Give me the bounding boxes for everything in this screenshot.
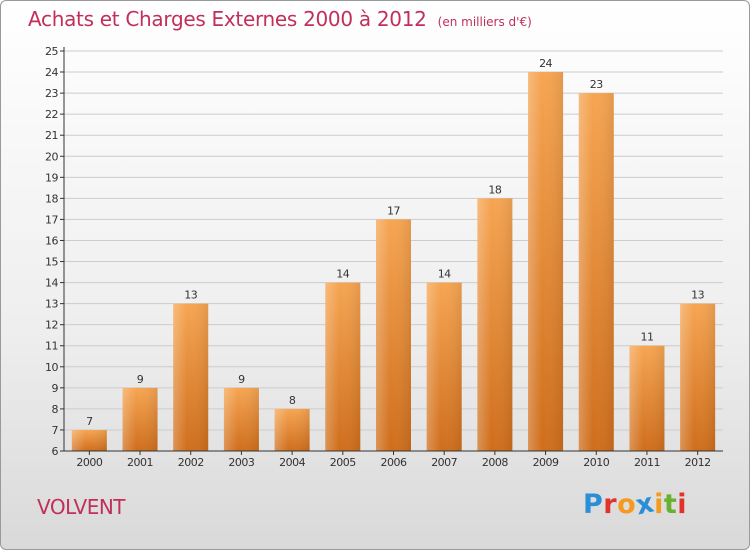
y-tick-label: 6: [52, 445, 59, 458]
y-tick-label: 19: [45, 171, 58, 184]
chart-title: Achats et Charges Externes 2000 à 2012 (…: [28, 7, 532, 31]
bar-value-label: 7: [86, 415, 93, 428]
logo-letter: i: [654, 489, 664, 520]
proxiti-logo[interactable]: Proxiti: [583, 487, 688, 521]
logo-letter: r: [603, 489, 618, 520]
y-tick-label: 10: [45, 361, 58, 374]
bar-highlight: [274, 408, 310, 451]
bar-highlight: [71, 429, 107, 451]
x-tick-label: 2002: [178, 456, 204, 469]
y-tick-label: 15: [45, 256, 58, 269]
x-tick-label: 2007: [431, 456, 457, 469]
x-tick-label: 2006: [381, 456, 407, 469]
x-tick-label: 2000: [76, 456, 102, 469]
x-tick-label: 2012: [685, 456, 711, 469]
bar-highlight: [680, 303, 716, 451]
y-tick-label: 9: [52, 382, 59, 395]
bar-value-label: 8: [289, 394, 296, 407]
y-tick-label: 20: [45, 150, 58, 163]
x-tick-label: 2010: [583, 456, 609, 469]
chart-title-unit: (en milliers d'€): [437, 15, 532, 29]
bar-value-label: 17: [387, 204, 400, 217]
x-tick-label: 2004: [279, 456, 305, 469]
commune-name: VOLVENT: [37, 495, 126, 519]
bar-value-label: 13: [184, 289, 197, 302]
y-tick-label: 12: [45, 319, 58, 332]
bar-highlight: [325, 282, 361, 451]
y-tick-label: 25: [45, 45, 58, 58]
bars: [71, 72, 716, 452]
bar-value-label: 11: [640, 331, 653, 344]
bar-highlight: [122, 387, 158, 451]
bar-value-label: 13: [691, 289, 704, 302]
x-tick-label: 2005: [330, 456, 356, 469]
axes: [60, 47, 723, 455]
y-tick-label: 24: [45, 66, 58, 79]
y-tick-label: 8: [52, 403, 59, 416]
bar-highlight: [528, 72, 564, 451]
y-tick-label: 21: [45, 129, 58, 142]
bar-value-label: 18: [488, 183, 501, 196]
y-tick-label: 11: [45, 340, 58, 353]
logo-letter: i: [677, 489, 688, 520]
bar-highlight: [376, 219, 411, 451]
bar-highlight: [629, 345, 665, 451]
x-tick-label: 2009: [533, 456, 559, 469]
bar-value-label: 9: [137, 373, 144, 386]
y-tick-label: 7: [52, 424, 59, 437]
x-tick-label: 2011: [634, 456, 660, 469]
bar-highlight: [578, 93, 614, 452]
bar-value-label: 14: [336, 268, 349, 281]
chart-title-main: Achats et Charges Externes 2000 à 2012: [28, 7, 427, 31]
bar-highlight: [426, 282, 462, 451]
x-tick-label: 2008: [482, 456, 508, 469]
y-tick-label: 18: [45, 192, 58, 205]
bar-highlight: [477, 198, 513, 451]
x-tick-label: 2003: [228, 456, 254, 469]
logo-letter: P: [583, 489, 604, 520]
logo-letter: o: [617, 489, 637, 520]
bar-highlight: [173, 303, 209, 451]
y-tick-label: 16: [45, 234, 58, 247]
y-tick-label: 13: [45, 298, 58, 311]
y-tick-label: 17: [45, 213, 58, 226]
bar-value-label: 14: [438, 268, 451, 281]
y-tick-label: 14: [45, 277, 58, 290]
bar-value-label: 9: [238, 373, 245, 386]
x-tick-label: 2001: [127, 456, 153, 469]
y-tick-label: 22: [45, 108, 58, 121]
logo-letter: t: [663, 489, 678, 520]
y-tick-label: 23: [45, 87, 58, 100]
bar-value-label: 23: [590, 78, 603, 91]
bar-highlight: [223, 387, 259, 451]
labels: 6 7 8 9 10 11 12 13 14 15 16 17 18 19 20 21 22 23 24 25 7 200…: [45, 45, 711, 469]
bar-value-label: 24: [539, 57, 552, 70]
